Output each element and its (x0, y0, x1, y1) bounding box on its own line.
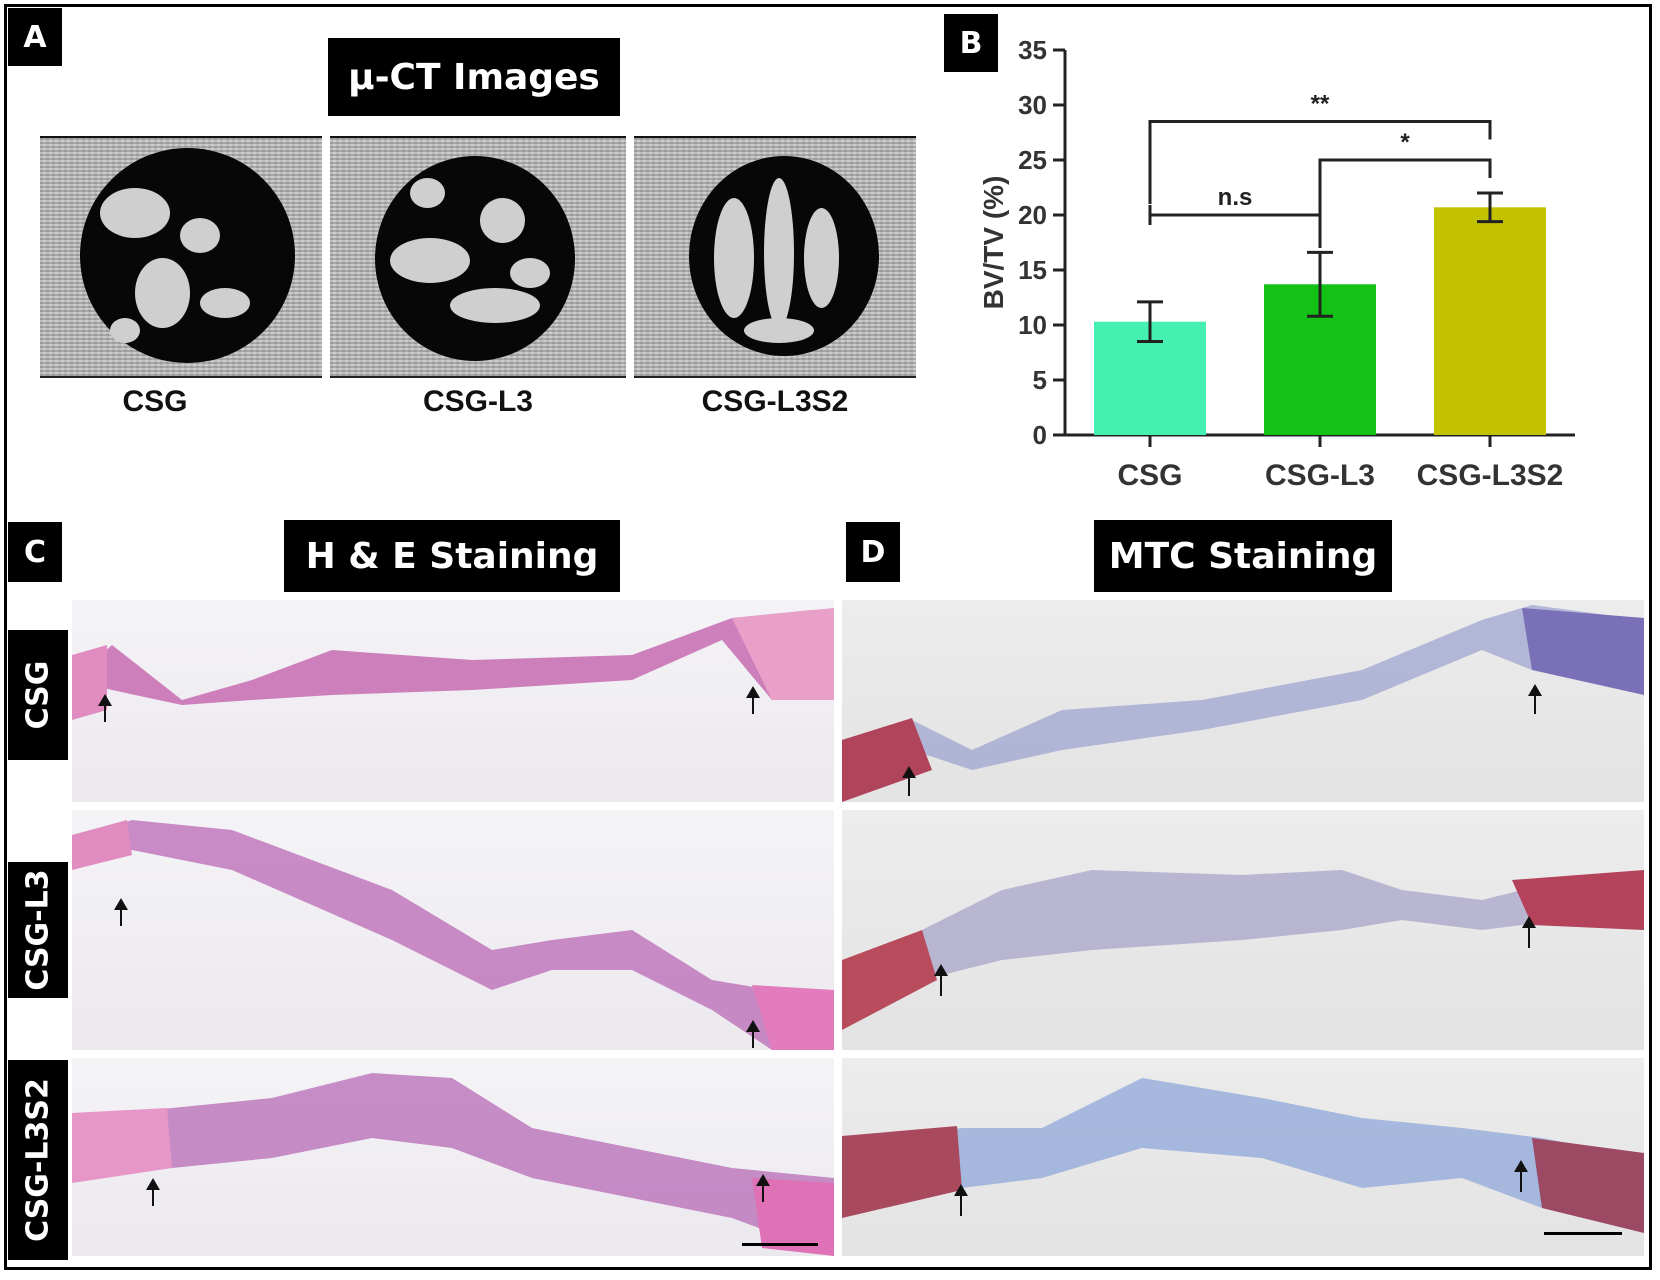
panel-c-title: H & E Staining (284, 520, 620, 592)
bar-csg-l3s2 (1434, 207, 1546, 435)
he-image-csg-l3 (72, 810, 834, 1050)
figure-frame (4, 4, 1652, 1270)
x-tick-label: CSG-L3 (1265, 459, 1375, 492)
row-label-csg-l3s2: CSG-L3S2 (8, 1060, 68, 1260)
ct-image-csg (40, 136, 322, 378)
y-tick-label: 30 (1018, 90, 1047, 120)
he-image-csg-l3s2 (72, 1058, 834, 1256)
x-tick-label: CSG (1117, 459, 1182, 492)
x-tick-label: CSG-L3S2 (1417, 459, 1564, 492)
y-tick-label: 15 (1018, 255, 1047, 285)
panel-d-letter: D (846, 522, 900, 582)
significance-label: ** (1311, 91, 1330, 118)
mtc-image-csg (842, 600, 1644, 802)
y-tick-label: 35 (1018, 35, 1047, 65)
significance-bracket (1318, 158, 1492, 248)
mtc-image-csg-l3 (842, 810, 1644, 1050)
panel-a-title: μ-CT Images (328, 38, 620, 116)
y-axis-label: BV/TV (%) (978, 176, 1009, 310)
ct-label-csg-l3s2: CSG-L3S2 (701, 385, 849, 418)
y-tick-label: 10 (1018, 310, 1047, 340)
y-tick-label: 20 (1018, 200, 1047, 230)
y-tick-label: 25 (1018, 145, 1047, 175)
panel-c-letter: C (8, 522, 62, 582)
y-tick-label: 0 (1033, 420, 1047, 450)
significance-label: n.s (1218, 184, 1253, 211)
significance-bracket (1148, 120, 1492, 204)
y-tick-label: 5 (1033, 365, 1047, 395)
ct-label-csg-l3: CSG-L3 (422, 385, 533, 418)
panel-d-title: MTC Staining (1094, 520, 1392, 592)
mtc-image-csg-l3s2 (842, 1058, 1644, 1256)
row-label-csg-l3: CSG-L3 (8, 862, 68, 998)
ct-label-csg: CSG (122, 385, 188, 418)
panel-a-letter: A (8, 8, 62, 66)
panel-b-letter: B (944, 14, 998, 72)
ct-image-csg-l3s2 (634, 136, 916, 378)
bar-chart: 0 5 10 15 20 25 30 35 BV/TV (%) CSG CSG-L3 CSG-L3S2… (978, 35, 1575, 492)
ct-image-csg-l3 (330, 136, 626, 378)
significance-label: * (1400, 129, 1410, 156)
row-label-csg: CSG (8, 630, 68, 760)
he-image-csg (72, 600, 834, 802)
